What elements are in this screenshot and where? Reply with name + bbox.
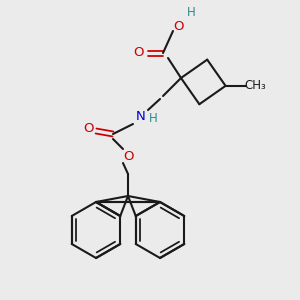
- Text: O: O: [123, 149, 133, 163]
- Text: CH₃: CH₃: [245, 80, 266, 92]
- Text: H: H: [187, 7, 195, 20]
- Text: O: O: [83, 122, 93, 134]
- Text: O: O: [133, 46, 143, 59]
- Text: O: O: [173, 20, 183, 32]
- Text: H: H: [148, 112, 158, 125]
- Text: N: N: [136, 110, 146, 122]
